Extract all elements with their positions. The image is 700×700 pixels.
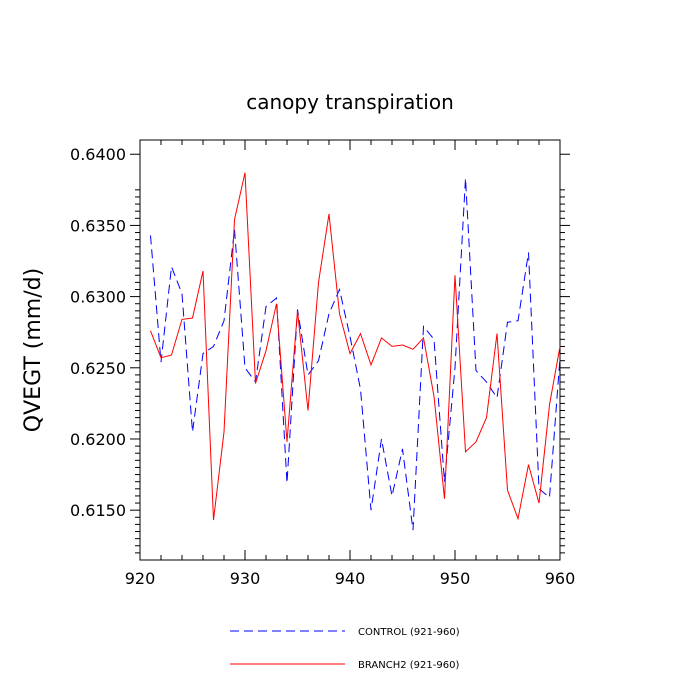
plot-area: 920 930 940 950 960 0.6150 0.6200 0.6250 0.6300 0… bbox=[70, 139, 575, 588]
x-tick-label: 920 bbox=[125, 569, 156, 588]
x-tick-label: 950 bbox=[440, 569, 471, 588]
plot-frame bbox=[139, 139, 561, 561]
y-tick-label: 0.6400 bbox=[70, 145, 126, 164]
y-tick-label: 0.6150 bbox=[70, 501, 126, 520]
y-tick-label: 0.6300 bbox=[70, 288, 126, 307]
series-layer bbox=[150, 172, 561, 531]
branch2-series-line bbox=[150, 172, 561, 521]
chart-legend: CONTROL (921-960) BRANCH2 (921-960) bbox=[230, 627, 460, 671]
x-tick-label: 940 bbox=[335, 569, 366, 588]
x-tick-label: 930 bbox=[230, 569, 261, 588]
x-tick-label: 960 bbox=[545, 569, 576, 588]
y-axis-label: QVEGT (mm/d) bbox=[21, 268, 46, 432]
y-tick-label: 0.6350 bbox=[70, 216, 126, 235]
axis-tick-labels: 920 930 940 950 960 0.6150 0.6200 0.6250 0.6300 0… bbox=[70, 145, 575, 588]
legend-entry-label: BRANCH2 (921-960) bbox=[358, 660, 459, 671]
y-tick-label: 0.6200 bbox=[70, 430, 126, 449]
y-tick-label: 0.6250 bbox=[70, 359, 126, 378]
control-series-line bbox=[150, 178, 561, 531]
legend-entry-label: CONTROL (921-960) bbox=[358, 627, 460, 638]
chart-title: canopy transpiration bbox=[246, 90, 454, 114]
axis-ticks bbox=[130, 140, 570, 560]
